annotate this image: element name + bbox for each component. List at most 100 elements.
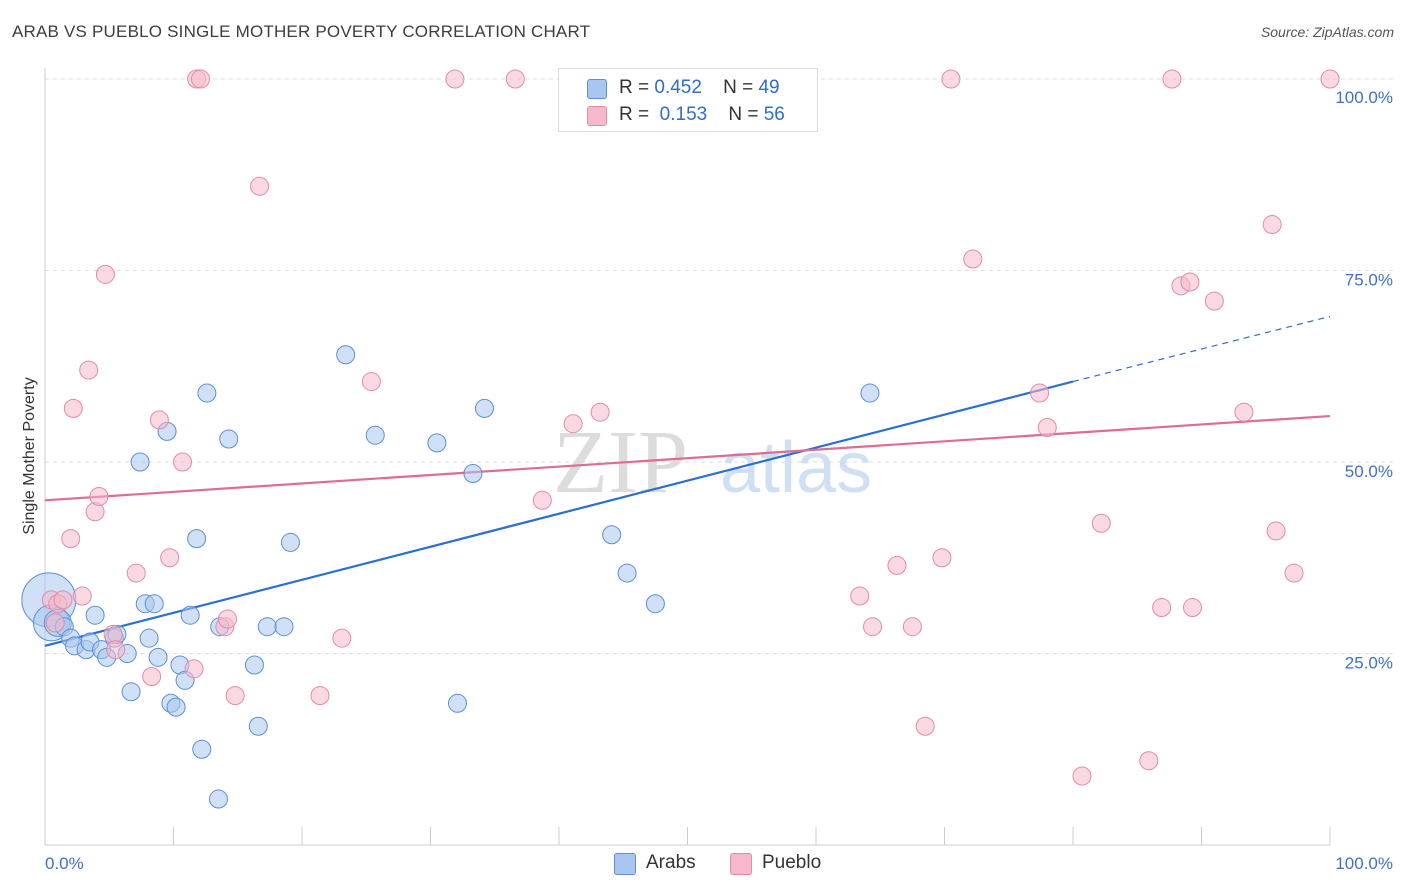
legend-label-pueblo: Pueblo — [762, 852, 822, 873]
pueblo-point — [89, 486, 109, 506]
arabs-point — [85, 605, 105, 625]
pueblo-point — [932, 548, 952, 568]
arabs-point — [447, 693, 467, 713]
y-tick-label: 50.0% — [1345, 462, 1393, 481]
arabs-point — [427, 433, 447, 453]
pueblo-point — [1139, 751, 1159, 771]
legend-r-label: R = — [619, 104, 650, 125]
legend-r-value-arabs: 0.452 — [654, 77, 702, 98]
legend-n-label: N = — [723, 77, 754, 98]
pueblo-point — [160, 548, 180, 568]
pueblo-point — [190, 69, 210, 89]
y-tick-label: 100.0% — [1335, 88, 1393, 107]
pueblo-point — [106, 640, 126, 660]
pueblo-point — [915, 716, 935, 736]
arabs-point — [148, 647, 168, 667]
y-tick-label: 75.0% — [1345, 271, 1393, 290]
grid — [45, 78, 1395, 654]
pueblo-point — [505, 69, 525, 89]
arabs-trend-extension — [1072, 315, 1331, 383]
arabs-point — [192, 739, 212, 759]
pueblo-swatch — [587, 106, 607, 126]
series-legend: Arabs Pueblo — [0, 852, 1406, 878]
pueblo-point — [1162, 69, 1182, 89]
arabs-point — [130, 452, 150, 472]
arabs-point — [274, 617, 294, 637]
pueblo-point — [1262, 215, 1282, 235]
arabs-point — [617, 563, 637, 583]
pueblo-point — [95, 264, 115, 284]
legend-n-label: N = — [728, 104, 759, 125]
arabs-legend-swatch — [614, 853, 636, 875]
arabs-point — [860, 383, 880, 403]
watermark-atlas: atlas — [720, 428, 872, 508]
arabs-point — [645, 594, 665, 614]
pueblo-point — [1204, 291, 1224, 311]
pueblo-point — [902, 617, 922, 637]
pueblo-point — [1320, 69, 1340, 89]
x-tick-label-min: 0.0% — [45, 854, 84, 873]
pueblo-point — [1234, 402, 1254, 422]
chart-title: ARAB VS PUEBLO SINGLE MOTHER POVERTY COR… — [12, 22, 591, 41]
arabs-point — [187, 529, 207, 549]
source-label: Source: ZipAtlas.com — [1260, 24, 1394, 40]
pueblo-point — [45, 613, 65, 633]
arabs-trend-line — [44, 380, 1074, 647]
pueblo-point — [79, 360, 99, 380]
pueblo-point — [590, 402, 610, 422]
data-points — [21, 69, 1340, 809]
pueblo-point — [963, 249, 983, 269]
pueblo-point — [941, 69, 961, 89]
pueblo-trend-line — [44, 414, 1331, 502]
arabs-point — [197, 383, 217, 403]
pueblo-point — [126, 563, 146, 583]
arabs-swatch — [587, 79, 607, 99]
legend-n-value-pueblo: 56 — [763, 104, 785, 125]
pueblo-point — [1284, 563, 1304, 583]
pueblo-point — [1180, 272, 1200, 292]
arabs-point — [602, 525, 622, 545]
arabs-point — [336, 345, 356, 365]
pueblo-point — [217, 609, 237, 629]
axes — [44, 68, 1331, 846]
arabs-point — [474, 398, 494, 418]
pueblo-point — [250, 176, 270, 196]
legend-n-value-arabs: 49 — [758, 77, 780, 98]
pueblo-point — [1037, 418, 1057, 438]
arabs-point — [166, 697, 186, 717]
pueblo-point — [310, 686, 330, 706]
arabs-point — [180, 605, 200, 625]
arabs-point — [219, 429, 239, 449]
pueblo-legend-swatch — [730, 853, 752, 875]
pueblo-point — [1072, 766, 1092, 786]
x-tick-label-max: 100.0% — [1335, 854, 1393, 873]
pueblo-point — [332, 628, 352, 648]
trend-lines — [44, 315, 1331, 647]
arabs-point — [365, 425, 385, 445]
pueblo-point — [445, 69, 465, 89]
legend-r-value-pueblo: 0.153 — [659, 104, 708, 125]
y-tick-label: 25.0% — [1345, 654, 1393, 673]
arabs-point — [257, 617, 277, 637]
pueblo-point — [532, 490, 552, 510]
pueblo-point — [887, 555, 907, 575]
arabs-point — [248, 716, 268, 736]
pueblo-point — [53, 590, 73, 610]
pueblo-point — [149, 410, 169, 430]
y-axis-title: Single Mother Poverty — [21, 377, 38, 534]
pueblo-point — [1266, 521, 1286, 541]
pueblo-point — [72, 586, 92, 606]
pueblo-point — [1030, 383, 1050, 403]
tick-labels: 25.0% 50.0% 75.0% 100.0% 0.0% 100.0% — [45, 88, 1393, 873]
pueblo-point — [850, 586, 870, 606]
pueblo-point — [61, 529, 81, 549]
arabs-point — [144, 594, 164, 614]
pueblo-point — [1183, 598, 1203, 618]
pueblo-point — [1091, 513, 1111, 533]
arabs-point — [463, 463, 483, 483]
legend-label-arabs: Arabs — [646, 852, 696, 873]
arabs-point — [121, 682, 141, 702]
pueblo-point — [172, 452, 192, 472]
arabs-point — [139, 628, 159, 648]
pueblo-point — [225, 686, 245, 706]
